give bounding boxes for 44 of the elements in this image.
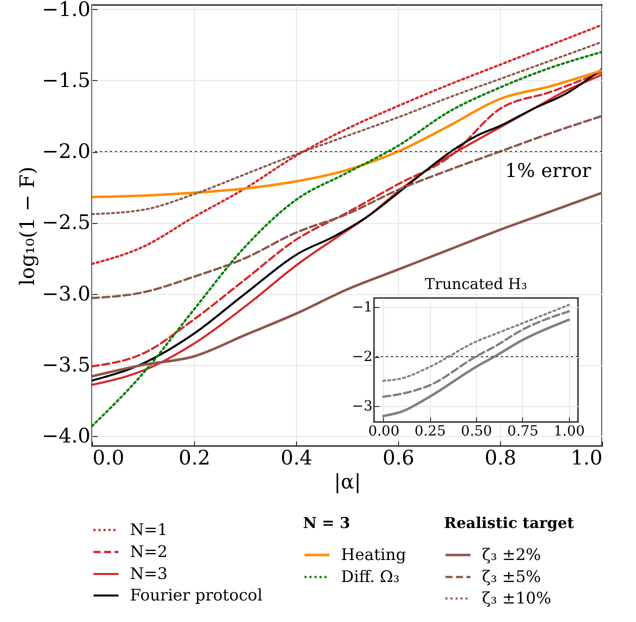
text: N = 3 — [303, 514, 350, 532]
y-tick-label: −2.5 — [42, 210, 90, 234]
x-tick-label: 0.0 — [92, 446, 124, 470]
legend-label: ζ₃ ±2% — [482, 545, 541, 564]
line-series — [92, 24, 602, 266]
legend-label: N=2 — [130, 542, 168, 561]
y-tick-label: −4.0 — [42, 424, 90, 448]
legend-label: Heating — [341, 545, 406, 564]
text: Realistic target — [444, 514, 574, 532]
legend-label: N=1 — [130, 520, 168, 539]
x-tick-label: 0.2 — [178, 446, 210, 470]
line-series — [92, 192, 602, 378]
y-tick-label: −3.0 — [42, 281, 90, 306]
legend-label: ζ₃ ±10% — [482, 588, 552, 608]
y-tick-label: −2 — [352, 349, 372, 366]
x-axis-title: |α| — [334, 470, 361, 494]
line-series — [382, 304, 570, 382]
legend-label: N=3 — [130, 564, 168, 583]
line-series — [92, 114, 602, 300]
x-tick-label: 0.50 — [460, 424, 492, 440]
legend-label: Fourier protocol — [130, 586, 262, 604]
chart-title: Truncated H₃ — [424, 275, 528, 293]
y-tick-label: −2.0 — [42, 139, 90, 164]
legend-label: ζ₃ ±5% — [482, 567, 541, 586]
x-tick-label: 0.00 — [368, 424, 400, 440]
y-tick-label: −3.5 — [42, 352, 90, 376]
x-tick-label: 1.0 — [570, 446, 602, 470]
x-tick-label: 1.00 — [554, 424, 585, 440]
legend-label: Diff. Ω₃ — [341, 567, 400, 586]
line-series — [92, 40, 602, 216]
y-axis-title: log₁₀(1 − F) — [14, 166, 39, 286]
y-tick-label: −1.5 — [42, 68, 90, 92]
y-tick-label: −3 — [352, 398, 372, 415]
x-tick-label: 0.4 — [280, 446, 312, 470]
annotation: 1% error — [504, 160, 592, 182]
x-tick-label: 0.75 — [507, 424, 538, 440]
y-tick-label: −1 — [352, 299, 372, 316]
line-series — [382, 310, 570, 398]
x-tick-label: 0.8 — [484, 446, 516, 470]
line-series — [382, 318, 570, 418]
x-tick-label: 0.6 — [382, 446, 414, 470]
y-tick-label: −1.0 — [42, 0, 90, 21]
x-tick-label: 0.25 — [414, 424, 446, 440]
line-series — [92, 69, 602, 198]
